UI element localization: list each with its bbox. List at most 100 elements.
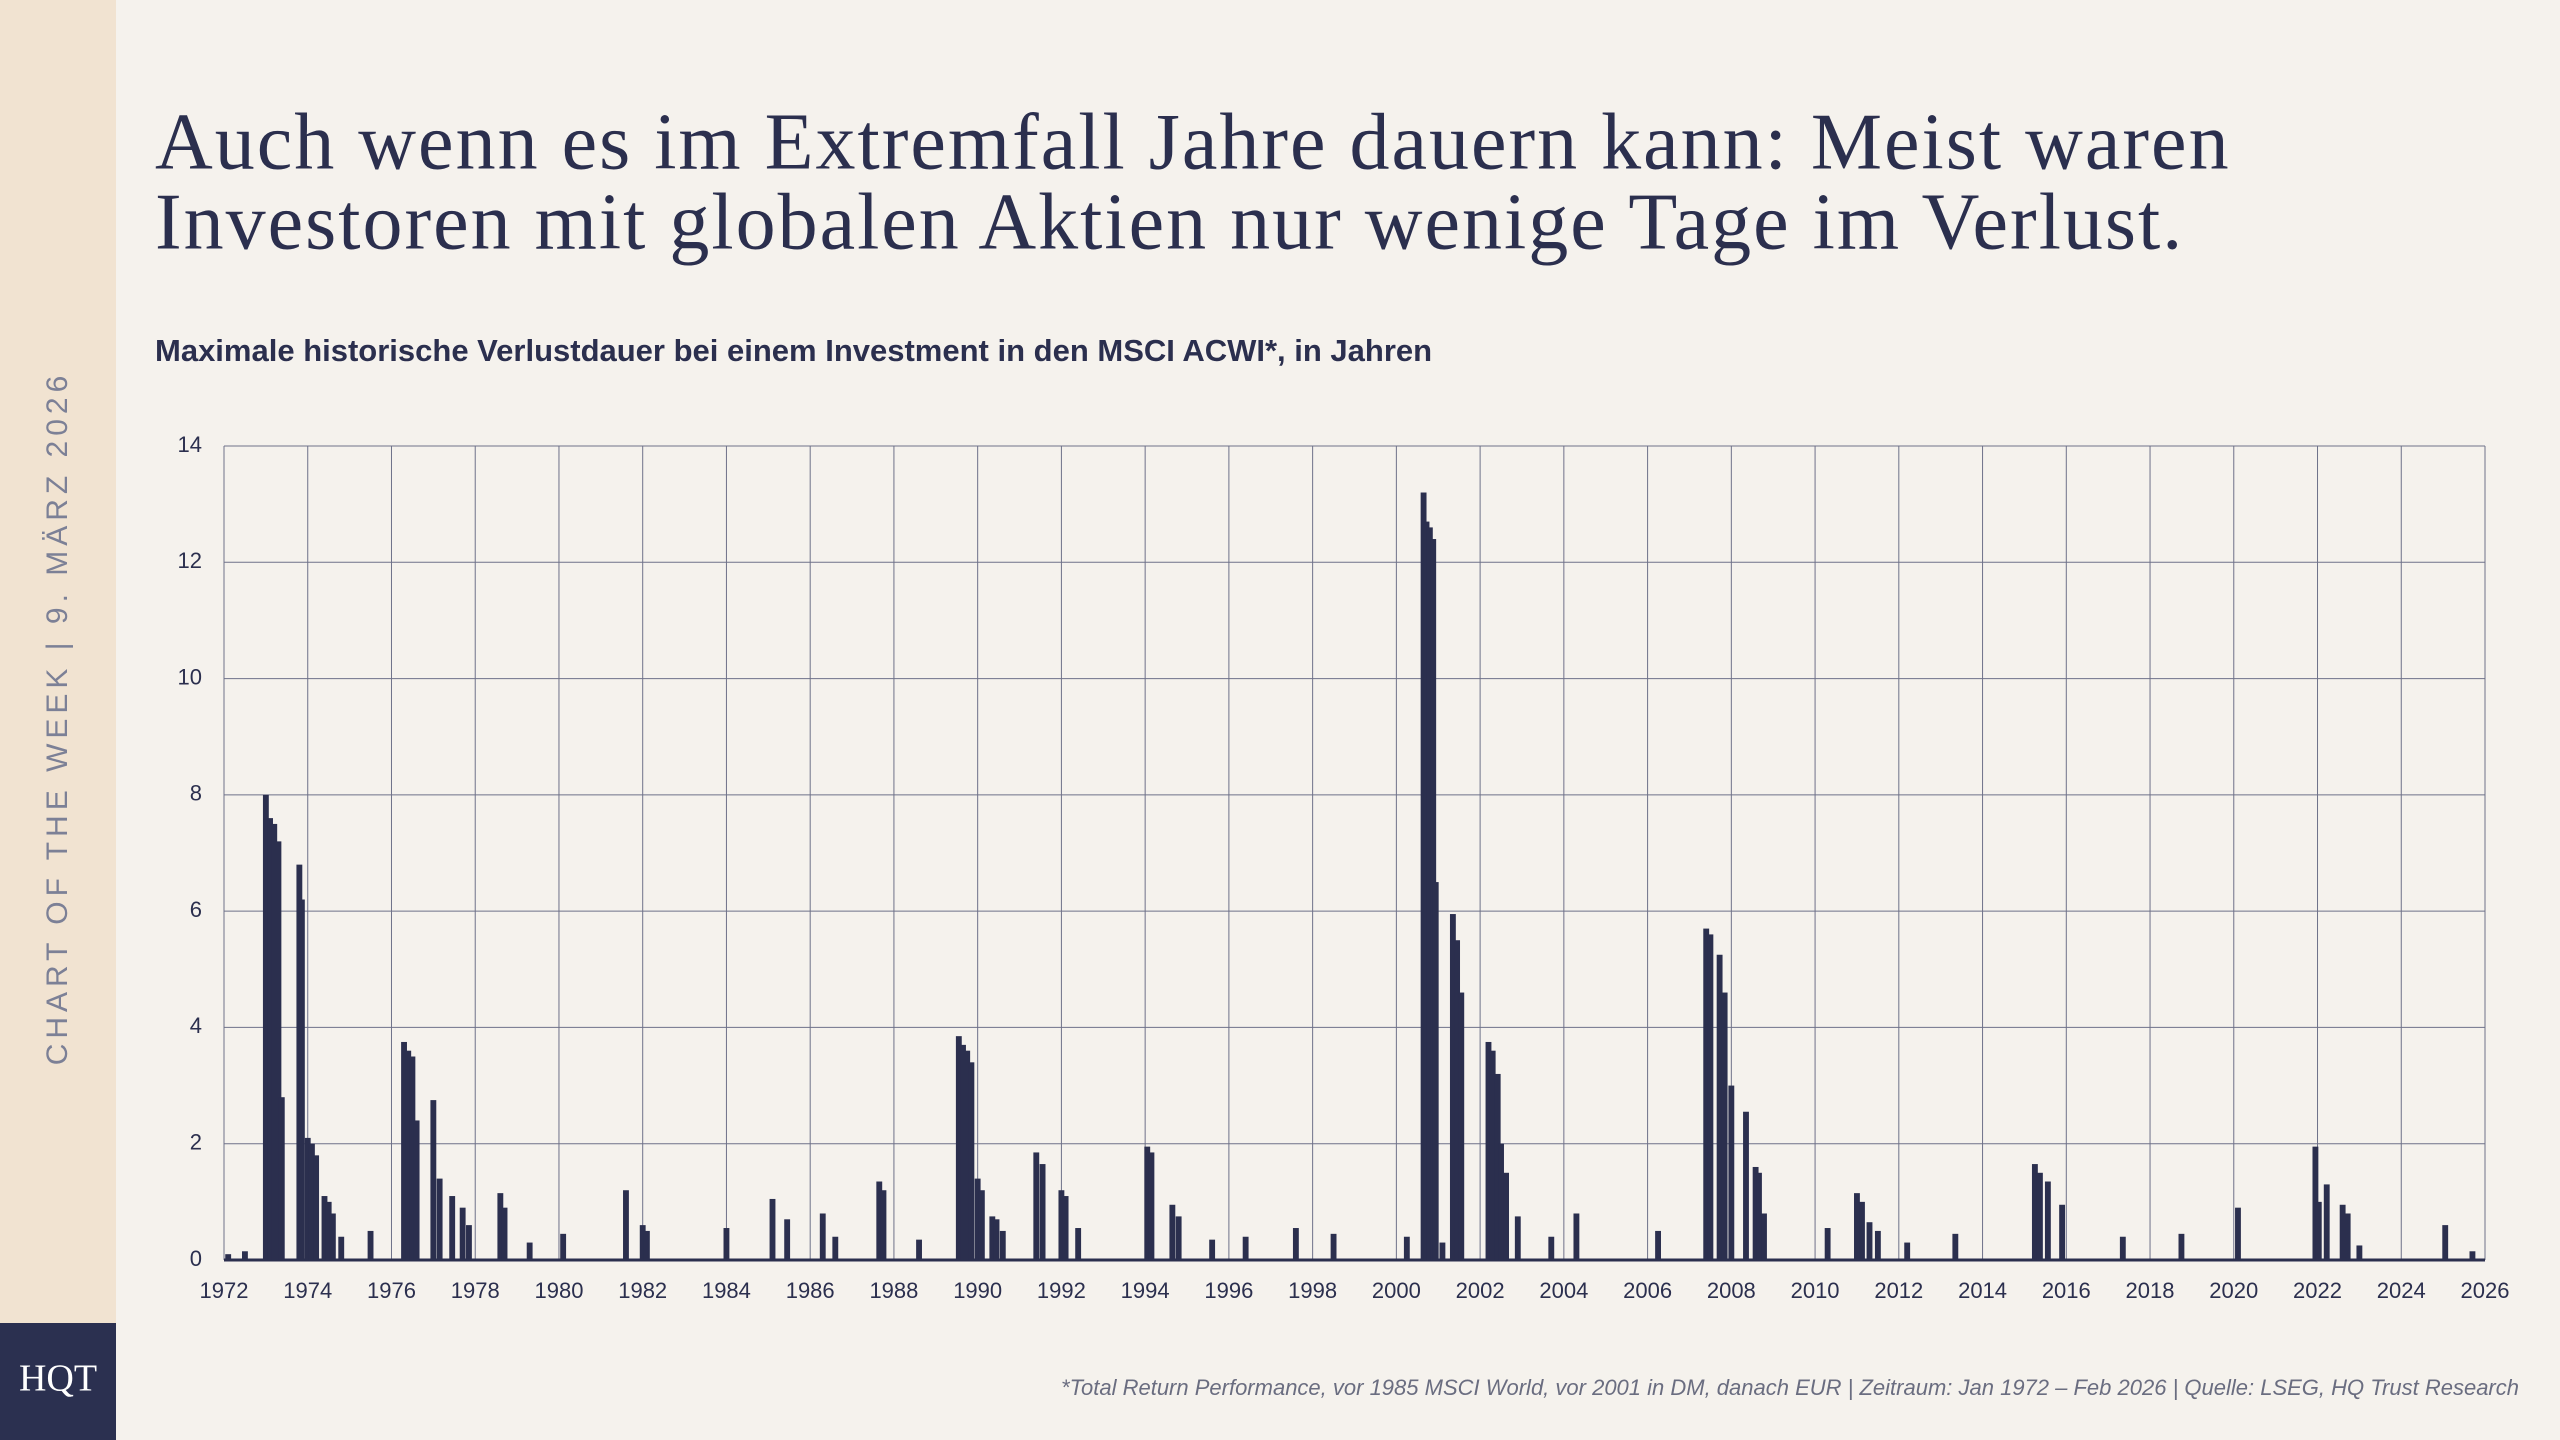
bar — [459, 1207, 466, 1260]
bar — [271, 823, 278, 1260]
bar — [1485, 1041, 1492, 1260]
x-tick-label: 2004 — [1539, 1278, 1588, 1303]
bar — [1075, 1228, 1082, 1260]
bar — [1874, 1230, 1881, 1260]
bar — [304, 1137, 311, 1260]
y-tick-label: 6 — [190, 897, 202, 922]
bar — [1703, 928, 1710, 1260]
bar — [267, 818, 273, 1260]
bar — [2031, 1164, 2038, 1260]
bar — [989, 1216, 996, 1260]
bar — [497, 1193, 504, 1260]
bar — [643, 1230, 650, 1260]
bar — [1432, 882, 1439, 1260]
bar — [1498, 1143, 1504, 1260]
bar — [1403, 1236, 1410, 1260]
bar — [1144, 1146, 1151, 1260]
bar — [1423, 521, 1430, 1260]
bar — [242, 1251, 248, 1260]
bar — [1494, 1073, 1501, 1260]
x-tick-label: 1974 — [283, 1278, 332, 1303]
bar — [2235, 1207, 2241, 1260]
title-line: Auch wenn es im Extremfall Jahre dauern … — [155, 98, 2231, 186]
bar — [298, 899, 305, 1260]
bar — [1489, 1050, 1496, 1260]
bar — [560, 1233, 567, 1260]
bar — [2344, 1213, 2351, 1260]
x-tick-label: 2000 — [1372, 1278, 1421, 1303]
x-tick-label: 2018 — [2126, 1278, 2175, 1303]
bar — [1514, 1216, 1521, 1260]
title-line: Investoren mit globalen Aktien nur wenig… — [155, 178, 2184, 266]
x-tick-label: 1996 — [1204, 1278, 1253, 1303]
bar — [405, 1050, 412, 1260]
bar — [436, 1178, 443, 1260]
bar — [2315, 1201, 2322, 1260]
bar — [2356, 1245, 2363, 1260]
x-tick-label: 1980 — [534, 1278, 583, 1303]
bar — [449, 1196, 456, 1260]
x-tick-label: 1972 — [200, 1278, 249, 1303]
bar — [1062, 1196, 1069, 1260]
x-tick-label: 1998 — [1288, 1278, 1337, 1303]
sidebar — [0, 0, 116, 1440]
bar — [225, 1254, 232, 1260]
bar — [1548, 1236, 1555, 1260]
bar — [2339, 1204, 2346, 1260]
x-tick-label: 1982 — [618, 1278, 667, 1303]
x-tick-label: 1990 — [953, 1278, 1002, 1303]
bar — [723, 1228, 730, 1260]
bar — [1449, 914, 1456, 1260]
x-tick-label: 2026 — [2461, 1278, 2510, 1303]
bar — [278, 1097, 285, 1260]
bar — [2119, 1236, 2126, 1260]
x-tick-label: 2020 — [2209, 1278, 2258, 1303]
bar — [769, 1198, 776, 1260]
bar — [1058, 1190, 1065, 1260]
bar — [1854, 1193, 1860, 1260]
bar — [1033, 1152, 1040, 1260]
bar — [1573, 1213, 1580, 1260]
x-tick-label: 2016 — [2042, 1278, 2091, 1303]
x-tick-label: 2008 — [1707, 1278, 1756, 1303]
bar — [413, 1120, 420, 1260]
bar — [974, 1178, 981, 1260]
bar — [501, 1207, 508, 1260]
bar — [999, 1230, 1006, 1260]
bar — [832, 1236, 839, 1260]
x-tick-label: 1986 — [786, 1278, 835, 1303]
bar — [1728, 1085, 1735, 1260]
bar — [1242, 1236, 1249, 1260]
bar — [526, 1242, 533, 1260]
bar — [1148, 1152, 1155, 1260]
x-tick-label: 2010 — [1791, 1278, 1840, 1303]
bar — [1756, 1172, 1762, 1260]
bar — [916, 1239, 922, 1260]
x-tick-label: 2012 — [1874, 1278, 1923, 1303]
x-tick-label: 1984 — [702, 1278, 751, 1303]
x-tick-label: 1994 — [1121, 1278, 1170, 1303]
bar — [876, 1181, 883, 1260]
bar — [880, 1190, 887, 1260]
x-tick-label: 2014 — [1958, 1278, 2007, 1303]
bar — [1292, 1228, 1299, 1260]
footnote: *Total Return Performance, vor 1985 MSCI… — [1061, 1375, 2519, 1400]
x-tick-label: 2006 — [1623, 1278, 1672, 1303]
y-tick-label: 12 — [178, 548, 202, 573]
bar — [819, 1213, 826, 1260]
x-tick-label: 2002 — [1456, 1278, 1505, 1303]
bar — [1039, 1164, 1046, 1260]
bar — [466, 1225, 472, 1260]
logo-box — [0, 1323, 116, 1440]
bar — [1866, 1222, 1873, 1260]
bar — [325, 1201, 332, 1260]
bar — [1439, 1242, 1446, 1260]
x-tick-label: 2022 — [2293, 1278, 2342, 1303]
x-tick-label: 1992 — [1037, 1278, 1086, 1303]
logo: HQT — [19, 1358, 97, 1400]
bar — [430, 1100, 437, 1260]
bar — [2036, 1172, 2043, 1260]
bar — [2469, 1251, 2476, 1260]
